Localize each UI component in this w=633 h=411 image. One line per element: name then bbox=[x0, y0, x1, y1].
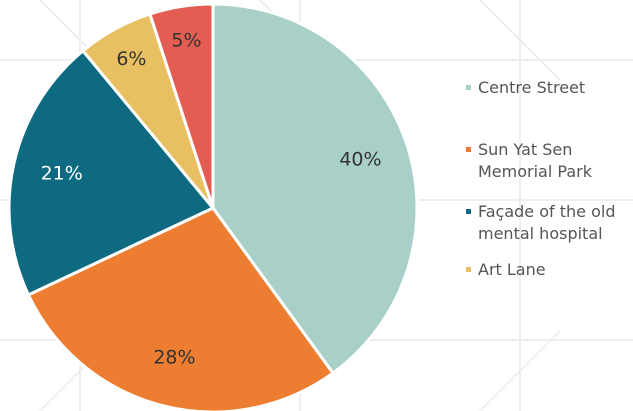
legend-item: Centre Street bbox=[466, 77, 631, 99]
legend-swatch bbox=[466, 147, 471, 152]
slice-label: 5% bbox=[171, 29, 201, 51]
slice-label: 21% bbox=[41, 163, 83, 185]
legend-label: Centre Street bbox=[478, 78, 586, 97]
pie-slice bbox=[211, 2, 419, 376]
pie-slice bbox=[7, 48, 216, 297]
legend-item: Façade of the old mental hospital bbox=[466, 201, 631, 245]
pie-slice bbox=[148, 2, 215, 209]
slice-label: 6% bbox=[116, 48, 146, 70]
legend-item: Art Lane bbox=[466, 259, 631, 281]
slice-label: 40% bbox=[339, 149, 381, 171]
legend-swatch bbox=[466, 209, 471, 214]
legend-label: Art Lane bbox=[478, 260, 546, 279]
slice-label: 28% bbox=[153, 347, 195, 369]
legend-swatch bbox=[466, 85, 471, 90]
pie-slice bbox=[26, 206, 336, 411]
legend-item: Sun Yat Sen Memorial Park bbox=[466, 139, 631, 183]
legend-swatch bbox=[466, 267, 471, 272]
legend-label: Façade of the old mental hospital bbox=[478, 202, 616, 243]
legend-label: Sun Yat Sen Memorial Park bbox=[478, 140, 592, 181]
